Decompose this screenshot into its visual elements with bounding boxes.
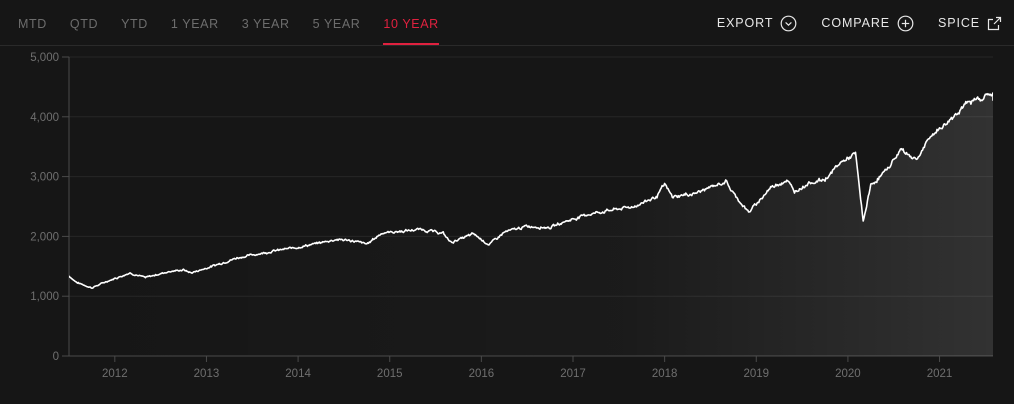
- y-tick-label: 3,000: [30, 172, 59, 184]
- tab-10-year[interactable]: 10 YEAR: [383, 0, 440, 46]
- series-line: [69, 92, 993, 289]
- tab-5-year[interactable]: 5 YEAR: [312, 17, 361, 31]
- compare-button[interactable]: COMPARE: [821, 15, 914, 32]
- x-tick-label: 2019: [743, 368, 769, 380]
- plus-circle-icon: [897, 15, 914, 31]
- x-tick-label: 2018: [652, 368, 678, 380]
- x-tick-label: 2013: [194, 368, 220, 380]
- compare-label: COMPARE: [821, 16, 890, 30]
- x-tick-label: 2014: [285, 368, 311, 380]
- x-tick-label: 2021: [927, 368, 953, 380]
- chevron-down-circle-icon: [781, 15, 797, 31]
- export-label: EXPORT: [716, 16, 774, 30]
- x-tick-label: 2015: [377, 368, 403, 380]
- y-tick-label: 0: [53, 351, 59, 363]
- range-toolbar: MTD QTD YTD 1 YEAR 3 YEAR 5 YEAR 10 YEAR EXPOR…: [0, 0, 1014, 46]
- tab-qtd[interactable]: QTD: [69, 17, 99, 31]
- x-tick-label: 2016: [469, 368, 495, 380]
- range-tabs: MTD QTD YTD 1 YEAR 3 YEAR 5 YEAR 10 YEAR: [18, 0, 462, 46]
- tab-3-year[interactable]: 3 YEAR: [241, 17, 290, 31]
- x-tick-label: 2020: [835, 368, 861, 380]
- x-tick-label: 2012: [102, 368, 128, 380]
- tab-1-year[interactable]: 1 YEAR: [170, 17, 219, 31]
- tab-mtd[interactable]: MTD: [18, 17, 47, 31]
- y-tick-label: 5,000: [30, 52, 59, 64]
- series-area: [69, 92, 993, 356]
- x-tick-label: 2017: [560, 368, 586, 380]
- y-tick-label: 1,000: [30, 291, 59, 303]
- spice-button[interactable]: SPICE: [938, 16, 1002, 31]
- y-tick-label: 4,000: [30, 112, 59, 124]
- chart-actions: EXPORT COMPARE SPICE: [693, 0, 1002, 46]
- spice-label: SPICE: [937, 16, 980, 30]
- external-link-icon: [987, 16, 1002, 30]
- export-button[interactable]: EXPORT: [717, 15, 798, 32]
- y-tick-label: 2,000: [30, 231, 59, 243]
- index-chart: 0 1,000 2,000 3,000 4,000 5,000 2012 2013 2014 20…: [30, 52, 993, 380]
- tab-ytd[interactable]: YTD: [121, 17, 148, 31]
